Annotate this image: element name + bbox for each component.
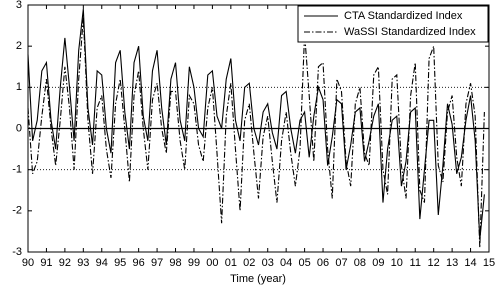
x-tick-label: 05 xyxy=(298,257,310,269)
x-tick-label: 13 xyxy=(446,257,458,269)
x-tick-label: 97 xyxy=(151,257,163,269)
y-tick-label: 0 xyxy=(16,122,22,134)
x-tick-label: 07 xyxy=(335,257,347,269)
legend-label: CTA Standardized Index xyxy=(344,10,463,22)
legend-label: WaSSI Standardized Index xyxy=(344,26,476,38)
x-tick-label: 00 xyxy=(206,257,218,269)
x-tick-label: 90 xyxy=(22,257,34,269)
y-tick-label: -2 xyxy=(12,205,22,217)
x-tick-label: 04 xyxy=(280,257,292,269)
x-tick-label: 92 xyxy=(59,257,71,269)
x-tick-label: 98 xyxy=(169,257,181,269)
x-tick-label: 11 xyxy=(410,257,421,269)
x-tick-label: 14 xyxy=(464,257,476,269)
x-tick-label: 09 xyxy=(372,257,384,269)
y-tick-label: 1 xyxy=(16,81,22,93)
y-tick-label: 2 xyxy=(16,40,22,52)
x-tick-label: 08 xyxy=(354,257,366,269)
x-tick-label: 06 xyxy=(317,257,329,269)
x-tick-label: 15 xyxy=(483,257,495,269)
y-tick-label: -1 xyxy=(12,164,22,176)
legend-box xyxy=(297,5,489,43)
x-tick-label: 95 xyxy=(114,257,126,269)
x-tick-label: 99 xyxy=(188,257,200,269)
x-tick-label: 03 xyxy=(262,257,274,269)
x-tick-label: 02 xyxy=(243,257,255,269)
x-tick-label: 01 xyxy=(225,257,237,269)
x-tick-label: 93 xyxy=(77,257,89,269)
series-line xyxy=(27,17,485,248)
y-tick-label: -3 xyxy=(12,246,22,258)
x-tick-label: 10 xyxy=(391,257,403,269)
x-tick-label: 96 xyxy=(133,257,145,269)
x-tick-label: 12 xyxy=(428,257,440,269)
x-axis-label: Time (year) xyxy=(230,273,286,285)
x-tick-label: 94 xyxy=(96,257,108,269)
x-tick-label: 91 xyxy=(40,257,52,269)
plot-frame xyxy=(27,4,490,253)
y-tick-label: 3 xyxy=(16,0,22,11)
